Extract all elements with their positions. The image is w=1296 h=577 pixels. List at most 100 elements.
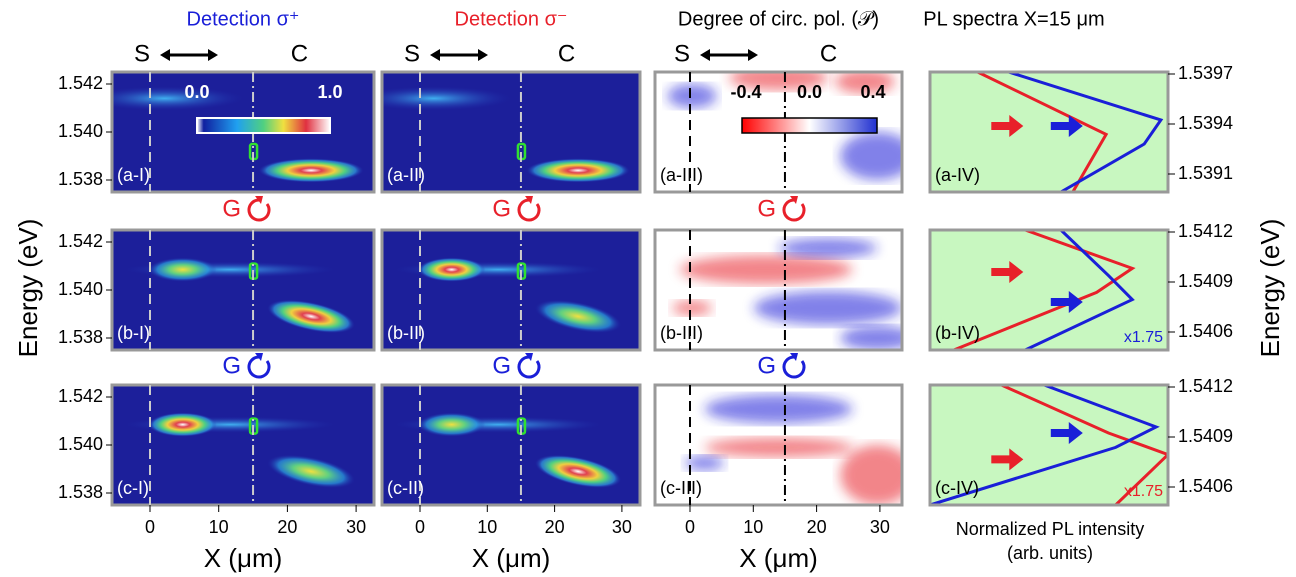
y2-tick-label: 1.5409	[1178, 426, 1233, 446]
side-label: S	[404, 40, 420, 67]
heat-blob	[148, 412, 217, 437]
colorbar	[741, 117, 878, 134]
arrow	[991, 115, 1024, 137]
pol-blob	[679, 255, 853, 284]
pol-blob	[753, 291, 902, 325]
panel-content	[112, 230, 374, 350]
pol-blob	[840, 326, 902, 350]
y-tick-label: 1.542	[58, 386, 103, 406]
rotation-arrow	[247, 198, 271, 222]
heat-blob	[267, 299, 355, 333]
pol-blob	[704, 437, 853, 457]
panel-bg	[930, 72, 1168, 192]
colorbar-tick: 0.0	[184, 82, 209, 102]
pol-blob	[840, 132, 902, 180]
heat-band	[112, 86, 243, 111]
y2-tick-label: 1.5391	[1178, 163, 1233, 183]
y2-tick-label: 1.5412	[1178, 376, 1233, 396]
panel: (b-IV)	[928, 228, 1170, 352]
pol-blob	[684, 455, 725, 471]
rotation-head	[255, 196, 263, 204]
panel: (a-IV)	[928, 70, 1170, 194]
column-title: Degree of circ. pol. (𝒫)	[678, 8, 879, 30]
y-tick-label: 1.540	[58, 434, 103, 454]
panel-label: (c-III)	[660, 478, 702, 498]
x-tick-label: 10	[477, 517, 497, 537]
excitation-label: G	[222, 352, 241, 379]
colorbar-tick: 0.4	[860, 82, 885, 102]
y-tick-label: 1.542	[58, 231, 103, 251]
panel-frame	[653, 228, 904, 352]
y2-tick-label: 1.5406	[1178, 321, 1233, 341]
panel-content	[655, 385, 902, 505]
side-label: C	[291, 40, 308, 67]
spectrum-line	[976, 72, 1109, 192]
pol-blob	[704, 394, 853, 424]
rotation-arrow	[782, 198, 806, 222]
panel: (c-III)	[653, 383, 904, 507]
y2-tick-label: 1.5394	[1178, 113, 1233, 133]
colorbar-tick: -0.4	[730, 82, 761, 102]
y-tick-label: 1.540	[58, 121, 103, 141]
panel-frame	[928, 383, 1170, 507]
arrow	[991, 448, 1024, 471]
pol-blob	[778, 238, 878, 258]
panel-label: (a-II)	[387, 165, 425, 185]
multiplier: x1.75	[1124, 483, 1163, 500]
panel-label: (c-I)	[117, 478, 149, 498]
panel-label: (c-II)	[387, 478, 424, 498]
panel-frame	[928, 70, 1170, 194]
y2-tick-label: 1.5406	[1178, 476, 1233, 496]
arrow	[991, 261, 1024, 283]
pol-blob	[729, 72, 828, 90]
arrow	[1050, 115, 1083, 137]
panel-frame	[928, 228, 1170, 352]
panel-content	[930, 72, 1168, 192]
x-tick-label: 0	[145, 517, 155, 537]
rotation-head	[525, 353, 533, 361]
y-tick-label: 1.538	[58, 169, 103, 189]
y2-tick-label: 1.5397	[1178, 63, 1233, 83]
rotation-arrow	[782, 355, 806, 379]
arrow	[1050, 422, 1083, 444]
heat-blob	[148, 257, 217, 282]
x-axis-label: X (μm)	[739, 543, 818, 573]
y2-tick-label: 1.5412	[1178, 221, 1233, 241]
y-tick-label: 1.538	[58, 327, 103, 347]
x-tick-label: 10	[209, 517, 229, 537]
x-tick-label: 30	[346, 517, 366, 537]
column-title: Detection σ⁺	[187, 8, 300, 30]
heat-band	[382, 86, 511, 111]
panel-label: (b-I)	[117, 323, 150, 343]
panel-label: (a-IV)	[935, 165, 980, 185]
panel: (a-II)	[380, 70, 642, 194]
heat-blob	[258, 158, 364, 183]
rotation-head	[790, 196, 798, 204]
panel: (c-IV)	[928, 383, 1170, 507]
excitation-label: G	[492, 195, 511, 222]
rotation-arrow	[247, 355, 271, 379]
side-label: C	[558, 40, 575, 67]
y-tick-label: 1.538	[58, 482, 103, 502]
spectrum-line	[1008, 72, 1164, 192]
excitation-label: G	[757, 352, 776, 379]
panel-frame	[380, 383, 642, 507]
side-label: S	[134, 40, 150, 67]
panel-content	[930, 385, 1168, 505]
panel-frame	[380, 228, 642, 352]
multiplier: x1.75	[1124, 329, 1163, 346]
intensity-label: Normalized PL intensity	[956, 519, 1144, 539]
x-tick-label: 20	[277, 517, 297, 537]
panel: (b-I)	[110, 228, 376, 352]
column-title: Detection σ⁻	[455, 8, 568, 30]
pol-blob	[835, 72, 895, 94]
heat-blob	[267, 454, 355, 488]
x-tick-label: 10	[743, 517, 763, 537]
spectrum-line	[1024, 230, 1135, 350]
intensity-sublabel: (arb. units)	[1007, 543, 1093, 563]
y-tick-label: 1.542	[58, 73, 103, 93]
panel-content	[930, 230, 1168, 350]
rotation-head	[525, 196, 533, 204]
rotation-arrow	[517, 355, 541, 379]
